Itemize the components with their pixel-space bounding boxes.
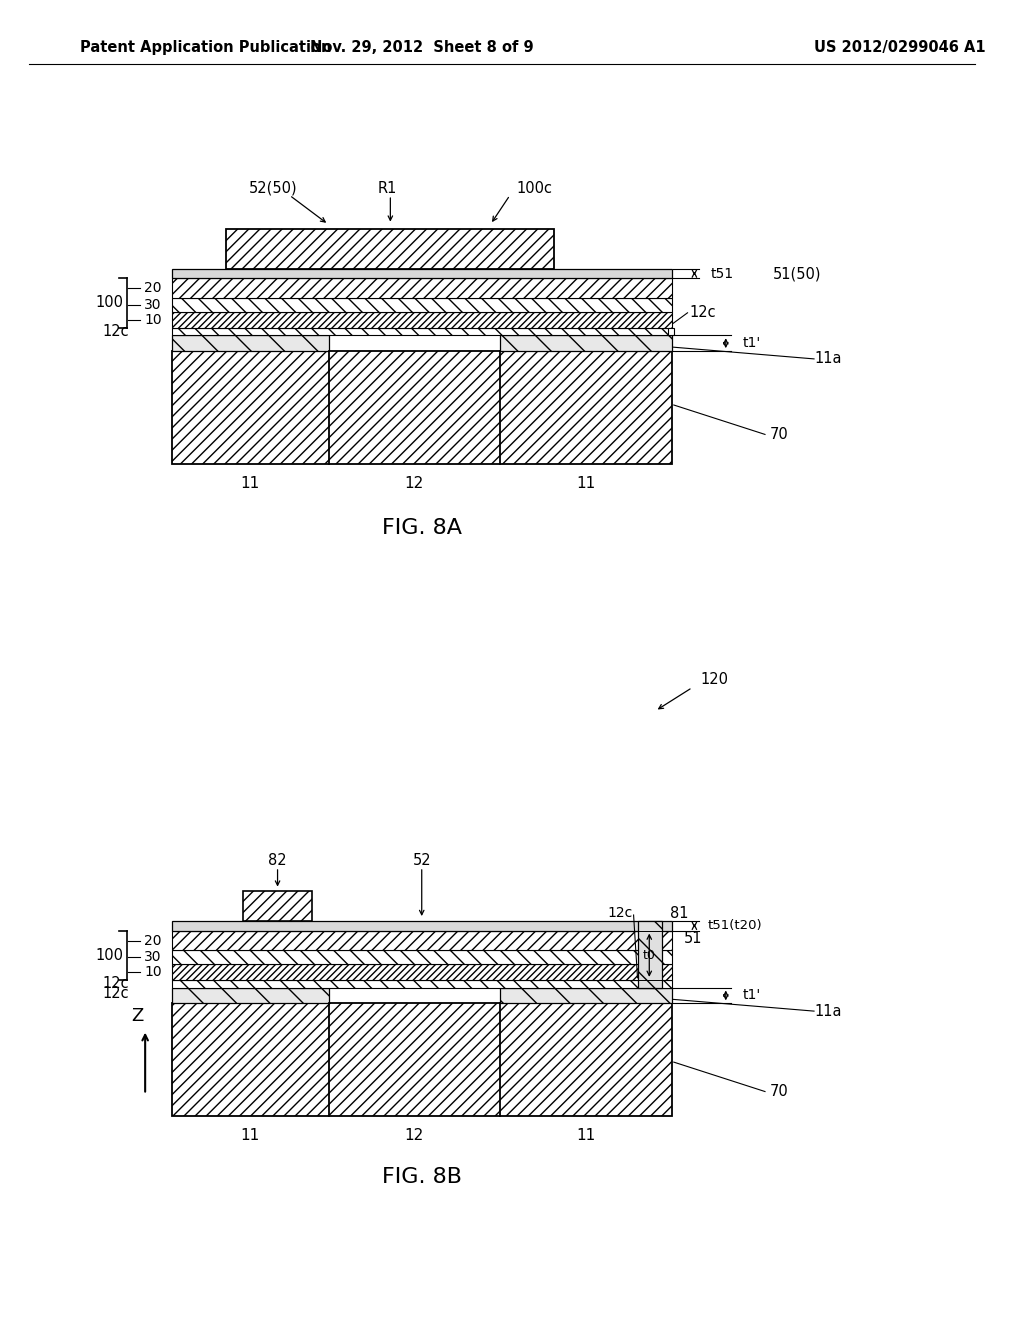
Bar xyxy=(172,964,672,979)
Text: 12c: 12c xyxy=(102,986,129,1001)
Text: 81: 81 xyxy=(670,906,688,920)
Text: 12c: 12c xyxy=(102,977,129,991)
Text: 30: 30 xyxy=(144,298,162,312)
Text: US 2012/0299046 A1: US 2012/0299046 A1 xyxy=(814,40,986,54)
Bar xyxy=(172,987,329,1003)
Text: 11a: 11a xyxy=(814,1003,842,1019)
Bar xyxy=(172,979,672,987)
Text: 12c: 12c xyxy=(102,323,129,339)
Text: FIG. 8B: FIG. 8B xyxy=(382,1167,462,1187)
Text: Nov. 29, 2012  Sheet 8 of 9: Nov. 29, 2012 Sheet 8 of 9 xyxy=(310,40,534,54)
Bar xyxy=(172,327,672,335)
Text: t0: t0 xyxy=(643,949,655,962)
Bar xyxy=(638,921,663,987)
Text: 12c: 12c xyxy=(607,906,633,920)
Bar xyxy=(172,269,672,279)
Bar xyxy=(172,312,672,327)
Text: 11: 11 xyxy=(241,477,260,491)
Text: R1: R1 xyxy=(378,181,397,195)
Bar xyxy=(172,931,672,950)
Text: 20: 20 xyxy=(144,281,162,296)
Text: t1': t1' xyxy=(742,989,761,1002)
Text: 11a: 11a xyxy=(814,351,842,367)
Text: t1': t1' xyxy=(742,337,761,350)
Text: 70: 70 xyxy=(770,426,788,442)
Bar xyxy=(172,921,672,931)
Text: 82: 82 xyxy=(268,853,287,867)
Text: 11: 11 xyxy=(575,1129,595,1143)
Text: 11: 11 xyxy=(241,1129,260,1143)
Text: 51(50): 51(50) xyxy=(773,267,821,281)
Text: 52(50): 52(50) xyxy=(249,181,297,195)
Bar xyxy=(244,891,312,921)
Text: 100: 100 xyxy=(96,296,124,310)
Text: 12: 12 xyxy=(404,477,424,491)
Text: Z: Z xyxy=(131,1007,143,1026)
Text: 52: 52 xyxy=(413,853,431,867)
Text: t51: t51 xyxy=(711,267,734,281)
Bar xyxy=(172,351,672,463)
Text: 51: 51 xyxy=(684,931,702,946)
Text: 100: 100 xyxy=(96,948,124,962)
Text: 30: 30 xyxy=(144,950,162,964)
Text: 12: 12 xyxy=(404,1129,424,1143)
Text: 100c: 100c xyxy=(516,181,553,195)
Text: 11: 11 xyxy=(575,477,595,491)
Bar xyxy=(172,335,329,351)
Text: 120: 120 xyxy=(700,672,728,688)
Bar xyxy=(500,335,672,351)
Text: t51(t20): t51(t20) xyxy=(708,919,762,932)
Text: 20: 20 xyxy=(144,933,162,948)
Bar xyxy=(225,230,554,269)
Text: 70: 70 xyxy=(770,1084,788,1100)
Bar xyxy=(172,1003,672,1117)
Text: 10: 10 xyxy=(144,965,162,979)
Text: Patent Application Publication: Patent Application Publication xyxy=(81,40,332,54)
Bar xyxy=(172,279,672,298)
Bar xyxy=(172,298,672,312)
Text: FIG. 8A: FIG. 8A xyxy=(382,517,462,537)
Text: 12c: 12c xyxy=(689,305,716,321)
Bar xyxy=(172,950,672,964)
Text: 10: 10 xyxy=(144,313,162,326)
Bar xyxy=(500,987,672,1003)
Bar xyxy=(668,327,674,335)
